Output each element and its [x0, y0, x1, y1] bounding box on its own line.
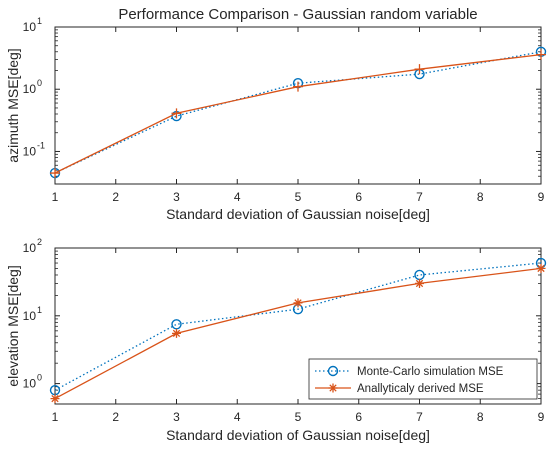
data-point-analytical — [172, 328, 181, 338]
data-point-analytical — [50, 168, 60, 179]
data-point-analytical — [293, 298, 303, 308]
y-tick-exponent: 1 — [37, 305, 42, 315]
data-point-analytical — [414, 64, 425, 75]
x-tick-label: 1 — [52, 410, 59, 424]
x-tick-label: 4 — [234, 190, 241, 204]
legend-label: Anallyticaly derived MSE — [357, 383, 484, 395]
chart-title: Performance Comparison - Gaussian random… — [118, 6, 477, 23]
y-tick-label: 10 — [23, 144, 37, 158]
y-axis-label: azimuth MSE[deg] — [5, 48, 21, 162]
legend-box — [308, 358, 538, 400]
y-tick-exponent: 0 — [37, 373, 42, 383]
y-tick-label: 10 — [23, 241, 37, 255]
y-tick-exponent: 1 — [37, 16, 42, 26]
legend-label: Monte-Carlo simulation MSE — [357, 366, 504, 378]
x-axis-label: Standard deviation of Gaussian noise[deg… — [166, 206, 430, 222]
x-tick-label: 2 — [112, 190, 119, 204]
x-tick-label: 9 — [538, 190, 545, 204]
data-point-monte-carlo — [171, 319, 182, 330]
x-tick-label: 8 — [477, 410, 484, 424]
x-tick-label: 2 — [112, 410, 119, 424]
axes-box — [54, 26, 542, 185]
data-point-analytical — [293, 81, 303, 92]
legend-swatch-marker — [327, 365, 339, 377]
x-tick-label: 1 — [52, 190, 59, 204]
y-tick-label: 10 — [23, 20, 37, 34]
data-point-analytical — [536, 49, 546, 60]
x-tick-label: 5 — [295, 410, 302, 424]
x-axis-label: Standard deviation of Gaussian noise[deg… — [166, 427, 430, 443]
x-tick-label: 3 — [173, 410, 180, 424]
x-tick-label: 5 — [295, 190, 302, 204]
data-point-analytical — [536, 263, 546, 273]
data-point-analytical — [415, 278, 424, 288]
x-tick-label: 3 — [173, 190, 180, 204]
series-line-monte-carlo — [54, 262, 542, 391]
data-point-analytical — [50, 394, 60, 404]
x-tick-label: 7 — [416, 410, 423, 424]
x-tick-label: 7 — [416, 190, 423, 204]
data-point-analytical — [171, 108, 182, 119]
x-tick-label: 6 — [355, 190, 362, 204]
y-tick-exponent: 0 — [37, 78, 42, 88]
y-tick-exponent: -1 — [37, 140, 45, 150]
y-tick-label: 10 — [23, 82, 37, 96]
y-tick-label: 10 — [23, 377, 37, 391]
y-axis-label: elevation MSE[deg] — [5, 265, 21, 386]
legend-swatch-marker — [328, 383, 338, 393]
x-tick-label: 6 — [355, 410, 362, 424]
x-tick-label: 9 — [538, 410, 545, 424]
y-tick-exponent: 2 — [37, 237, 42, 247]
y-tick-label: 10 — [23, 309, 37, 323]
x-tick-label: 4 — [234, 410, 241, 424]
x-tick-label: 8 — [477, 190, 484, 204]
